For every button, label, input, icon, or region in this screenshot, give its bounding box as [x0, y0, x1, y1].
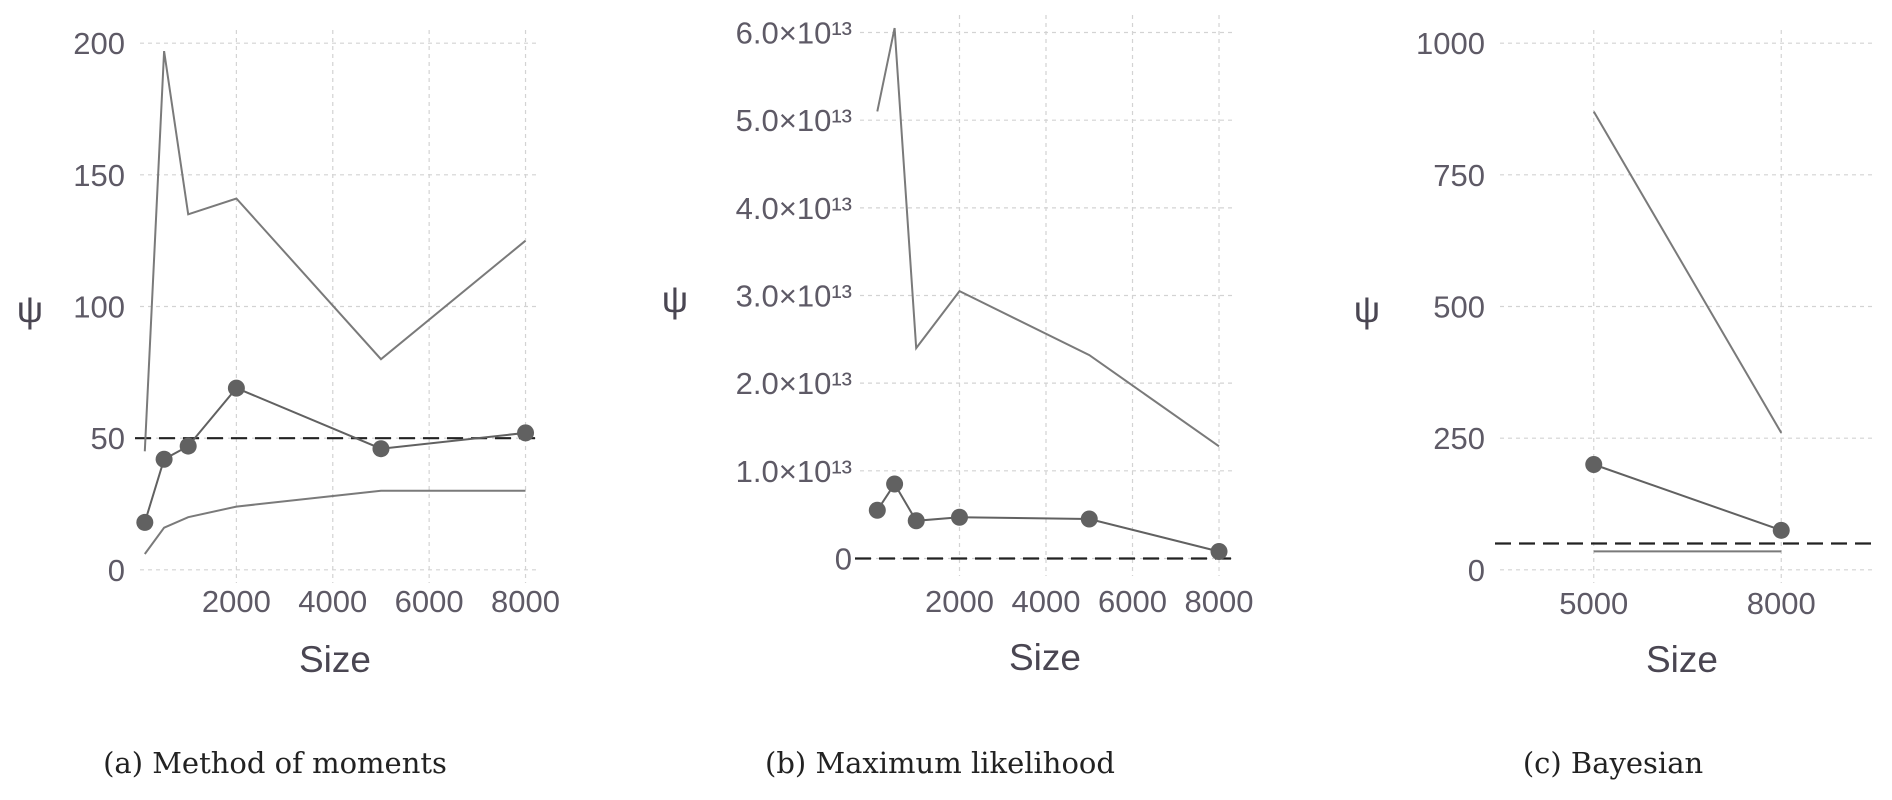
panel-a-x-tick-label: 4000 [298, 584, 367, 619]
panel-c-x-tick-label: 8000 [1747, 586, 1816, 621]
panel-b-x-tick-label: 2000 [925, 584, 994, 619]
panel-c-y-axis-label: ψ [1354, 289, 1380, 330]
panel-a-estimate-point [136, 513, 154, 531]
panel-c-estimate-point [1585, 456, 1603, 473]
panel-b-estimate-line [876, 482, 1220, 553]
panel-a-x-tick-label: 2000 [202, 584, 271, 619]
panel-a-y-axis-label: ψ [17, 289, 43, 330]
panel-c-y-tick-label: 500 [1433, 290, 1485, 325]
panel-a-x-axis-label: Size [299, 639, 371, 680]
panel-b-x-tick-label: 8000 [1185, 584, 1254, 619]
panel-a-estimate-point [372, 440, 390, 458]
panel-c-gridlines [1500, 30, 1875, 583]
panel-a-y-tick-label: 200 [73, 26, 125, 61]
panel-b-estimate-point [1080, 510, 1098, 528]
panel-a-estimate-point [155, 450, 173, 468]
panel-b-y-tick-label: 2.0×10¹³ [736, 366, 852, 401]
panel-maximum-likelihood: 0 1.0×10¹³ 2.0×10¹³ 3.0×10¹³ 4.0×10¹³ 5.0×10¹… [662, 15, 1254, 780]
panel-b-y-tick-label: 1.0×10¹³ [736, 454, 852, 489]
panel-b-estimate-point [907, 512, 925, 530]
panel-c-y-tick-label: 750 [1433, 158, 1485, 193]
panel-b-estimate-point [868, 501, 886, 519]
panel-c-y-tick-label: 0 [1468, 553, 1485, 588]
panel-a-x-tick-label: 8000 [491, 584, 560, 619]
panel-a-x-tick-label: 6000 [395, 584, 464, 619]
panel-b-x-tick-label: 4000 [1012, 584, 1081, 619]
panel-b-gridlines [860, 15, 1232, 576]
panel-a-points [136, 379, 535, 531]
panel-a-estimate-point [517, 424, 535, 442]
panel-c-estimate-line [1593, 463, 1782, 532]
panel-a-series [143, 50, 527, 555]
panel-b-upper-line [876, 27, 1220, 448]
panel-b-series [876, 27, 1220, 553]
panel-bayesian: 0 250 500 750 1000 5000 8000 Size ψ (c) Bayes… [1354, 26, 1875, 780]
panel-b-x-axis-label: Size [1009, 637, 1081, 678]
panel-c-x-axis-label: Size [1646, 639, 1718, 680]
panel-a-lower-line [143, 489, 526, 555]
panel-a-y-ticks: 0 50 100 150 200 [73, 26, 125, 588]
panel-a-upper-line [143, 50, 527, 452]
panel-a-y-tick-label: 50 [91, 421, 125, 456]
panel-c-x-ticks: 5000 8000 [1559, 586, 1815, 621]
panel-c-y-ticks: 0 250 500 750 1000 [1416, 26, 1485, 588]
panel-c-series [1592, 111, 1783, 553]
panel-a-estimate-point [227, 379, 245, 397]
panel-b-y-tick-label: 0 [835, 541, 852, 576]
panel-c-upper-line [1592, 111, 1783, 434]
panel-b-y-ticks: 0 1.0×10¹³ 2.0×10¹³ 3.0×10¹³ 4.0×10¹³ 5.0×10¹… [736, 16, 852, 577]
panel-a-y-tick-label: 0 [108, 553, 125, 588]
panel-b-caption: (b) Maximum likelihood [765, 746, 1115, 780]
panel-a-y-tick-label: 100 [73, 290, 125, 325]
panel-b-y-tick-label: 5.0×10¹³ [736, 103, 852, 138]
panel-a-gridlines [140, 30, 540, 583]
panel-a-y-tick-label: 150 [73, 158, 125, 193]
panel-a-estimate-line [143, 386, 526, 523]
panel-method-of-moments: 0 50 100 150 200 2000 4000 6000 8000 Size ψ (a)… [17, 26, 560, 780]
panel-c-points [1585, 456, 1790, 539]
panel-a-estimate-point [179, 437, 197, 455]
panel-b-y-tick-label: 6.0×10¹³ [736, 16, 852, 51]
panel-b-y-axis-label: ψ [662, 279, 688, 320]
panel-b-x-tick-label: 6000 [1098, 584, 1167, 619]
panel-b-estimate-point [1210, 542, 1228, 560]
panel-c-y-tick-label: 250 [1433, 421, 1485, 456]
panel-c-estimate-point [1772, 521, 1790, 539]
panel-b-y-tick-label: 4.0×10¹³ [736, 191, 852, 226]
panel-b-x-ticks: 2000 4000 6000 8000 [925, 584, 1254, 619]
panel-a-caption: (a) Method of moments [103, 746, 447, 780]
panel-b-estimate-point [886, 475, 904, 493]
panel-a-x-ticks: 2000 4000 6000 8000 [202, 584, 560, 619]
panel-c-y-tick-label: 1000 [1416, 26, 1485, 61]
panel-b-y-tick-label: 3.0×10¹³ [736, 279, 852, 314]
panel-c-caption: (c) Bayesian [1523, 746, 1703, 780]
panel-b-points [868, 475, 1228, 560]
panel-b-estimate-point [950, 508, 968, 526]
panel-c-x-tick-label: 5000 [1559, 586, 1628, 621]
